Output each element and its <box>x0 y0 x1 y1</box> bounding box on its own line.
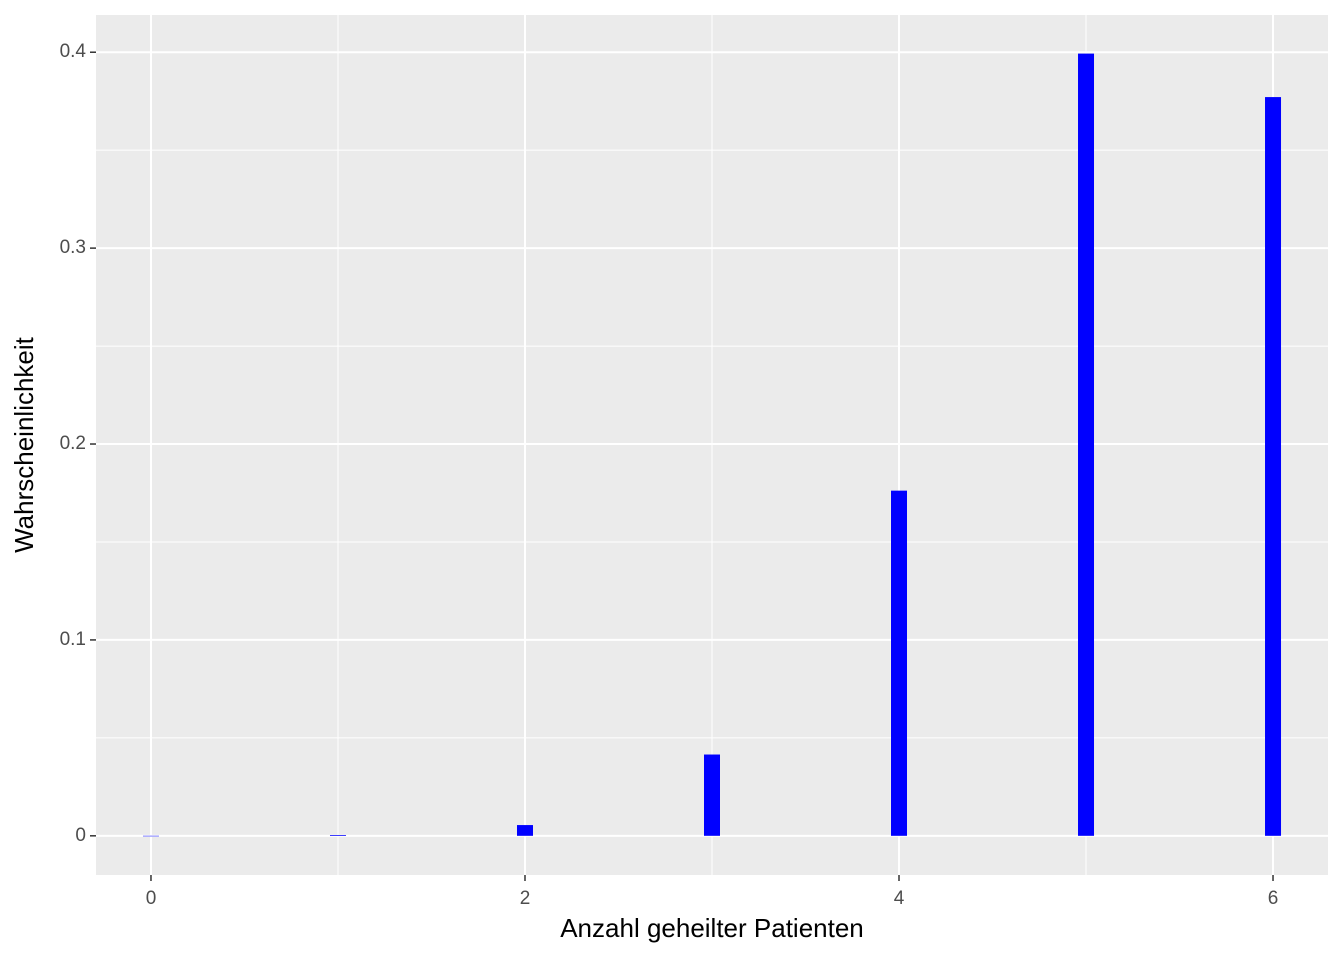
x-tick-label: 2 <box>520 888 531 909</box>
y-tick-label: 0 <box>75 825 86 846</box>
marks <box>142 53 1282 837</box>
bar <box>329 835 346 836</box>
y-tick-label: 0.2 <box>60 433 86 454</box>
bar <box>891 490 908 836</box>
bar <box>1265 97 1282 836</box>
bar <box>1078 53 1095 836</box>
x-tick-label: 0 <box>146 888 157 909</box>
bar <box>516 825 533 836</box>
bar <box>704 754 720 836</box>
y-axis-title: Wahrscheinlichkeit <box>9 336 39 553</box>
y-tick-label: 0.1 <box>60 629 86 650</box>
bar <box>142 835 159 837</box>
grid <box>96 15 1328 875</box>
y-tick-label: 0.3 <box>60 237 86 258</box>
x-axis-title: Anzahl geheilter Patienten <box>560 913 864 943</box>
y-tick-label: 0.4 <box>60 41 87 62</box>
x-tick-label: 6 <box>1268 888 1279 909</box>
x-tick-label: 4 <box>894 888 905 909</box>
